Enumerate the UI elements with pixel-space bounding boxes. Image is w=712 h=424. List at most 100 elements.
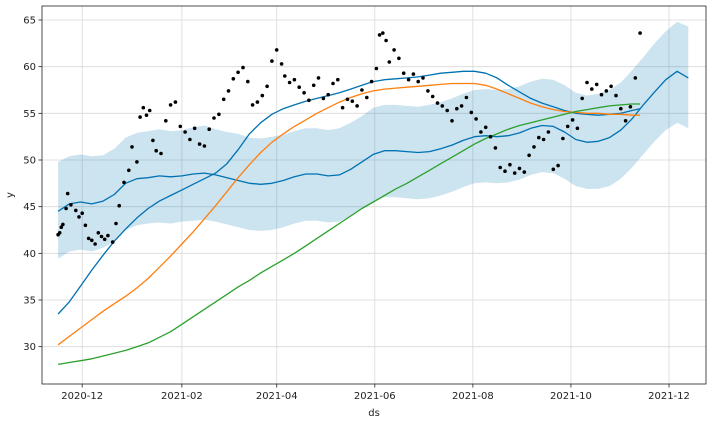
data-point <box>93 242 97 246</box>
data-point <box>307 98 311 103</box>
data-point <box>585 80 589 85</box>
data-point <box>270 59 274 63</box>
x-tick-label: 2021-02 <box>161 391 203 402</box>
x-axis-ticks: 2020-12 2021-02 2021-04 2021-06 2021-08 2021-… <box>61 384 690 402</box>
data-point <box>512 171 517 175</box>
data-point <box>130 145 134 149</box>
data-point <box>331 81 335 86</box>
data-point <box>292 77 297 82</box>
data-point <box>316 76 321 80</box>
data-point <box>226 89 231 93</box>
data-point <box>377 33 382 37</box>
data-point <box>144 113 149 117</box>
data-point <box>127 168 131 173</box>
y-tick-label: 65 <box>23 16 36 27</box>
data-point <box>102 237 107 242</box>
data-point <box>445 108 450 113</box>
data-point <box>59 225 64 229</box>
data-point <box>221 97 226 102</box>
data-point <box>311 83 316 88</box>
data-point <box>80 211 84 215</box>
data-point <box>178 124 183 129</box>
data-point <box>287 80 292 85</box>
data-point <box>609 84 613 89</box>
data-point <box>392 48 396 52</box>
data-point <box>217 112 221 117</box>
data-point <box>355 104 359 108</box>
data-point <box>57 231 62 235</box>
data-point <box>619 106 623 111</box>
data-point <box>522 170 527 174</box>
data-point <box>321 96 326 101</box>
data-point <box>90 238 94 243</box>
y-tick-label: 45 <box>23 202 36 213</box>
interval-area <box>58 21 689 259</box>
data-point <box>493 146 498 150</box>
data-point <box>192 126 197 131</box>
plot-frame <box>41 5 707 385</box>
data-point <box>326 92 331 97</box>
data-point <box>517 166 522 171</box>
data-point <box>498 165 503 170</box>
data-point <box>260 93 265 98</box>
data-point <box>440 104 445 108</box>
data-point <box>74 208 78 213</box>
data-point <box>590 87 594 91</box>
data-point <box>430 94 435 99</box>
data-point <box>135 160 139 164</box>
x-tick-label: 2021-04 <box>256 391 298 402</box>
data-point <box>381 31 385 35</box>
data-point <box>86 236 91 241</box>
data-point <box>455 106 459 111</box>
data-point <box>188 137 192 142</box>
data-point <box>411 72 416 76</box>
data-point <box>147 108 152 113</box>
data-point <box>64 206 68 211</box>
data-point <box>106 233 110 238</box>
x-axis-label: ds <box>368 408 380 419</box>
data-point <box>546 130 551 134</box>
data-point <box>469 110 474 115</box>
uncertainty-band <box>58 21 689 259</box>
data-point <box>374 66 379 71</box>
data-point <box>464 95 469 100</box>
data-point <box>527 153 531 158</box>
data-point <box>369 79 374 84</box>
data-point <box>532 145 536 149</box>
data-point <box>575 126 580 131</box>
data-point <box>479 130 483 134</box>
data-point <box>599 92 604 97</box>
data-point <box>401 71 406 75</box>
observed-points <box>56 31 642 246</box>
series-lines <box>57 70 689 366</box>
data-point <box>594 82 599 87</box>
data-point <box>265 84 269 89</box>
data-point <box>483 125 488 130</box>
data-point <box>122 180 126 185</box>
y-tick-label: 60 <box>23 62 36 73</box>
data-point <box>274 48 279 52</box>
data-point <box>638 31 642 35</box>
data-point <box>138 115 142 119</box>
data-point <box>384 38 388 43</box>
y-tick-label: 30 <box>23 342 36 353</box>
data-point <box>426 89 430 93</box>
data-point <box>65 191 70 196</box>
data-point <box>117 203 121 208</box>
data-point <box>246 79 250 84</box>
data-point <box>302 91 306 95</box>
data-point <box>168 103 173 107</box>
data-point <box>541 137 546 142</box>
data-point <box>231 77 236 81</box>
data-point <box>421 76 425 80</box>
data-point <box>250 103 255 107</box>
data-point <box>297 85 302 89</box>
data-point <box>154 148 158 153</box>
data-point <box>556 163 560 168</box>
data-point <box>551 167 556 172</box>
series-line-4 <box>57 103 641 366</box>
series-line-1 <box>57 70 689 212</box>
data-point <box>488 134 493 139</box>
x-tick-label: 2021-12 <box>648 391 690 402</box>
data-point <box>435 101 440 105</box>
